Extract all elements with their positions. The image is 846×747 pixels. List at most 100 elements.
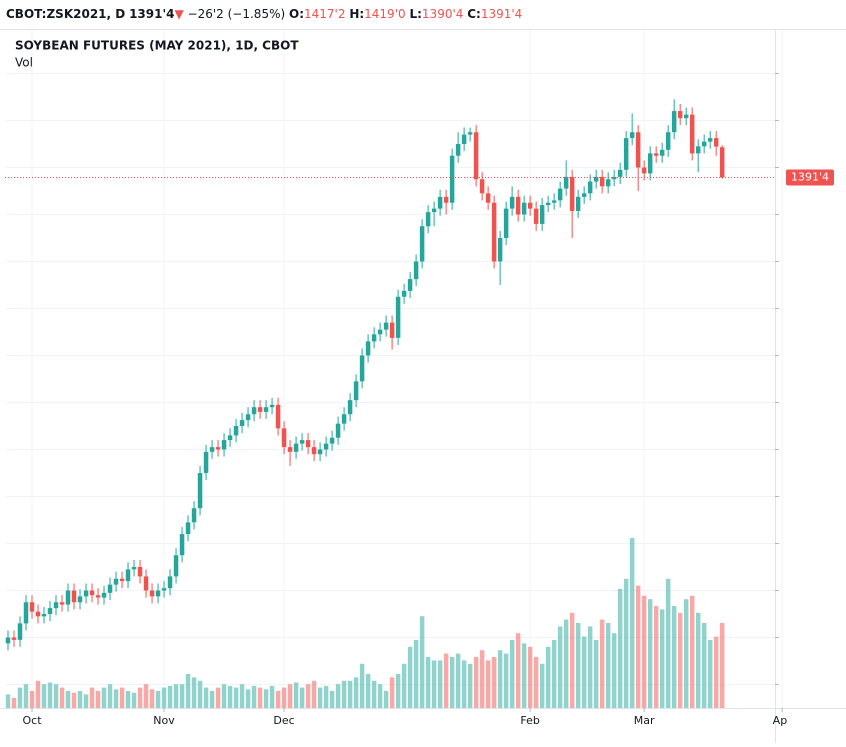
volume-bar xyxy=(527,646,533,708)
header: CBOT:ZSK2021, D 1391'4▼ −26'2 (−1.85%) O… xyxy=(6,7,522,21)
candle-body xyxy=(311,447,317,455)
volume-pane xyxy=(5,538,725,708)
ohlc-label: C: xyxy=(467,7,481,21)
candle-body xyxy=(665,132,671,150)
candle-body xyxy=(461,134,467,144)
candle-body xyxy=(203,451,209,473)
volume-bar xyxy=(485,660,491,708)
candle-body xyxy=(149,590,155,597)
volume-bar xyxy=(473,657,479,708)
axes: 960'01000'01040'01080'01120'01160'01200'… xyxy=(22,72,788,727)
candle-body xyxy=(245,414,251,421)
volume-bar xyxy=(281,687,287,708)
candle-body xyxy=(329,437,335,444)
last-price-label: 1391'4 xyxy=(791,170,829,183)
candle-body xyxy=(125,569,131,582)
volume-bar xyxy=(65,691,71,708)
candle-body xyxy=(53,602,59,609)
candle-body xyxy=(167,576,173,589)
volume-bar xyxy=(251,685,257,708)
candle-body xyxy=(635,132,641,168)
volume-bar xyxy=(389,677,395,708)
volume-bar xyxy=(269,685,275,708)
volume-bar xyxy=(23,684,29,708)
volume-bar xyxy=(299,687,305,708)
x-tick-label: Oct xyxy=(22,714,42,727)
volume-bar xyxy=(41,684,47,708)
candle-body xyxy=(527,202,533,209)
candle-body xyxy=(131,566,137,570)
volume-bar xyxy=(341,680,347,708)
volume-bar xyxy=(419,616,425,708)
candle-body xyxy=(335,423,341,438)
candle-body xyxy=(11,637,17,640)
candle-body xyxy=(77,596,83,603)
volume-bar xyxy=(263,689,269,708)
candle-body xyxy=(611,176,617,180)
candle-body xyxy=(605,179,611,187)
candle-body xyxy=(497,237,503,262)
candle-body xyxy=(359,355,365,382)
volume-bar xyxy=(209,691,215,708)
candle-body xyxy=(227,435,233,441)
volume-bar xyxy=(599,619,605,708)
candle-body xyxy=(29,602,35,612)
volume-bar xyxy=(707,640,713,708)
candle-body xyxy=(17,623,23,640)
volume-bar xyxy=(629,538,635,708)
volume-bar xyxy=(257,687,263,708)
volume-bar xyxy=(29,691,35,708)
volume-bar xyxy=(179,684,185,708)
candle-body xyxy=(389,322,395,338)
candle-body xyxy=(617,169,623,177)
candle-body xyxy=(677,111,683,119)
volume-bar xyxy=(173,684,179,708)
candle-body xyxy=(521,202,527,215)
candles: 1391'4 xyxy=(5,99,834,651)
volume-bar xyxy=(335,684,341,708)
candle-body xyxy=(299,440,305,444)
candle-body xyxy=(569,176,575,211)
volume-bar xyxy=(479,650,485,708)
volume-bar xyxy=(47,682,53,708)
candle-body xyxy=(689,114,695,154)
volume-bar xyxy=(113,689,119,708)
candle-body xyxy=(377,329,383,335)
volume-bar xyxy=(137,687,143,708)
candle-body xyxy=(401,290,407,297)
volume-bar xyxy=(5,694,11,708)
volume-bar xyxy=(53,684,59,708)
volume-bar xyxy=(317,687,323,708)
x-tick-label: Feb xyxy=(520,714,539,727)
candle-body xyxy=(143,576,149,591)
volume-bar xyxy=(521,643,527,708)
volume-bar xyxy=(653,606,659,708)
candle-body xyxy=(671,111,677,133)
volume-bar xyxy=(497,650,503,708)
volume-bar xyxy=(545,646,551,708)
volume-bar xyxy=(83,694,89,708)
candle-body xyxy=(629,132,635,139)
candle-body xyxy=(581,193,587,197)
volume-bar xyxy=(371,680,377,708)
candle-body xyxy=(161,588,167,591)
x-tick-label: Dec xyxy=(273,714,294,727)
candle-body xyxy=(407,279,413,291)
candle-body xyxy=(515,196,521,215)
volume-bar xyxy=(647,599,653,708)
volume-bar xyxy=(293,682,299,708)
candle-body xyxy=(551,200,557,203)
volume-bar xyxy=(35,680,41,708)
volume-bar xyxy=(143,684,149,708)
candle-body xyxy=(191,508,197,523)
volume-bar xyxy=(455,653,461,708)
candle-body xyxy=(155,590,161,597)
candle-body xyxy=(107,584,113,593)
candle-body xyxy=(353,381,359,401)
candle-body xyxy=(473,132,479,180)
candle-body xyxy=(641,167,647,174)
volume-bar xyxy=(101,687,107,708)
volume-bar xyxy=(413,640,419,708)
candle-body xyxy=(221,440,227,450)
